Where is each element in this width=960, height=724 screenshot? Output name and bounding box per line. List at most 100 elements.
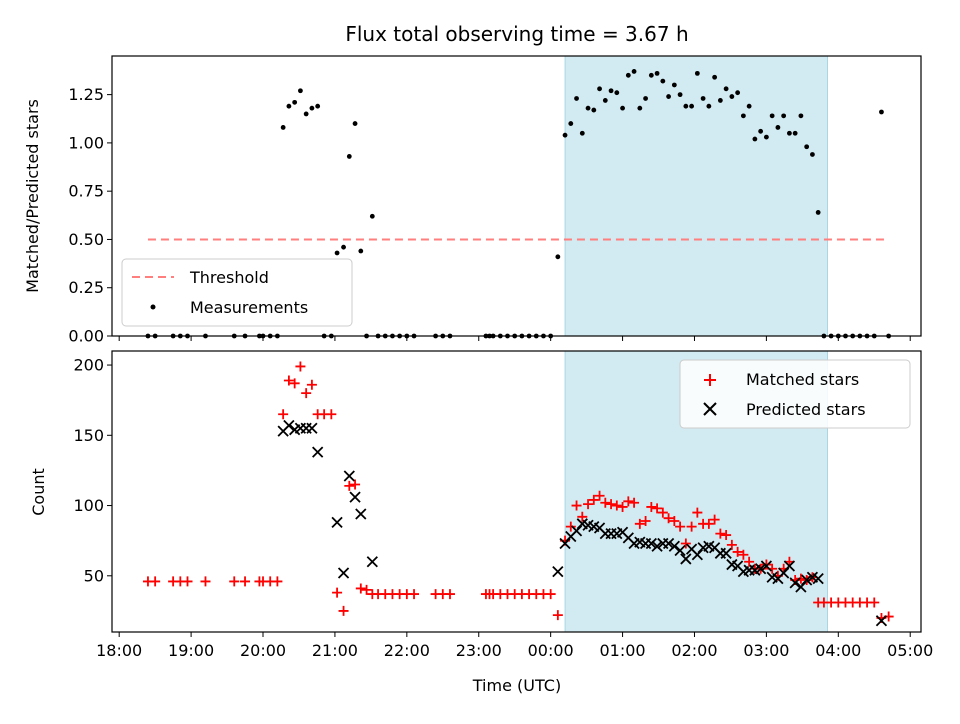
predicted-stars-point — [674, 544, 686, 557]
y-tick-label: 100 — [73, 496, 104, 515]
bottom-y-ticks: 50 100 150 200 — [73, 356, 112, 585]
matched-stars-point — [200, 576, 211, 587]
matched-stars-point — [444, 589, 455, 600]
x-tick-label: 23:00 — [456, 641, 502, 660]
measurement-point — [660, 78, 666, 84]
measurement-point — [810, 152, 815, 157]
matched-stars-point — [409, 589, 420, 600]
measurement-point — [729, 94, 735, 99]
matched-stars-point — [623, 496, 634, 507]
predicted-stars-point — [668, 540, 680, 552]
measurement-point — [315, 103, 321, 109]
predicted-stars-point — [651, 540, 663, 552]
x-tick-label: 02:00 — [671, 641, 717, 660]
measurement-point — [352, 121, 358, 126]
measurement-point — [608, 88, 614, 94]
predicted-stars-point — [755, 563, 767, 575]
predicted-stars-point — [645, 537, 657, 550]
measurement-point — [620, 105, 625, 111]
matched-stars-point — [869, 597, 880, 608]
matched-stars-point — [350, 479, 361, 490]
figure-title: Flux total observing time = 3.67 h — [345, 22, 688, 46]
measurement-point — [568, 121, 574, 126]
matched-stars-point — [583, 499, 594, 510]
measurement-point — [758, 128, 764, 134]
measurement-point — [303, 111, 309, 117]
measurement-point — [752, 136, 758, 142]
matched-stars-point — [182, 576, 193, 587]
top-legend: Threshold Measurements — [121, 258, 353, 327]
predicted-stars-point — [552, 565, 564, 578]
x-tick-label: 00:00 — [528, 641, 574, 660]
measurement-point — [579, 130, 585, 136]
measurement-point — [562, 132, 568, 138]
matched-stars-point — [634, 518, 645, 529]
measurement-point — [280, 125, 286, 130]
matched-stars-point — [278, 409, 289, 420]
matched-stars-point — [326, 409, 337, 420]
matched-stars-point — [703, 518, 714, 529]
matched-stars-point — [240, 576, 251, 587]
matched-stars-point — [295, 361, 306, 372]
predicted-stars-point — [331, 516, 343, 529]
bottom-axes-frame — [111, 350, 922, 633]
measurement-point — [792, 130, 798, 136]
matched-stars-point — [577, 511, 588, 522]
measurement-point — [804, 144, 810, 150]
matched-stars-point — [594, 490, 605, 501]
measurement-point — [309, 105, 315, 111]
measurement-point — [602, 98, 608, 103]
x-tick-label: 18:00 — [96, 641, 142, 660]
matched-stars-point — [150, 576, 161, 587]
measurement-point — [555, 254, 561, 260]
bottom-x-ticks: 18:00 19:00 20:00 21:00 22:00 23:00 00:00 01:00… — [96, 632, 933, 660]
x-tick-label: 20:00 — [240, 641, 286, 660]
bottom-y-axis-label: Count — [29, 468, 48, 516]
matched-stars-point — [229, 576, 240, 587]
measurements-legend-swatch — [150, 304, 156, 310]
predicted-stars-legend-label: Predicted stars — [746, 400, 866, 419]
measurement-point — [735, 90, 741, 96]
predicted-stars-point — [801, 574, 813, 586]
y-tick-label: 0.00 — [68, 327, 104, 346]
measurement-point — [746, 103, 752, 109]
predicted-stars-point — [875, 615, 888, 627]
bottom-legend: Matched stars Predicted stars — [679, 359, 911, 429]
measurement-point — [648, 72, 654, 78]
matched-stars-point — [306, 379, 317, 390]
predicted-stars-points — [277, 419, 888, 627]
measurement-point — [879, 109, 884, 115]
predicted-stars-point — [366, 556, 378, 568]
top-shaded-interval — [564, 55, 828, 337]
measurement-point — [787, 130, 792, 136]
measurement-point — [815, 210, 821, 215]
y-tick-label: 1.25 — [68, 85, 104, 104]
bottom-legend-box — [679, 359, 911, 429]
top-y-ticks: 0.00 0.25 0.50 0.75 1.00 1.25 — [68, 85, 112, 346]
predicted-stars-point — [812, 572, 824, 585]
matched-stars-point — [646, 501, 657, 512]
predicted-stars-point — [349, 491, 361, 503]
measurement-point — [798, 113, 804, 119]
measurement-point — [286, 103, 292, 109]
measurement-point — [706, 103, 712, 109]
measurements-legend-label: Measurements — [190, 298, 308, 317]
x-tick-label: 04:00 — [815, 641, 861, 660]
predicted-stars-point — [337, 567, 350, 579]
matched-stars-legend-label: Matched stars — [746, 370, 859, 389]
predicted-stars-point — [783, 560, 796, 572]
measurement-point — [666, 94, 671, 99]
measurement-point — [574, 96, 579, 101]
measurement-point — [712, 74, 718, 80]
matched-stars-point — [761, 559, 772, 570]
y-tick-label: 150 — [73, 426, 104, 445]
matched-stars-point — [709, 514, 720, 525]
matched-stars-point — [680, 538, 691, 549]
matched-stars-point — [732, 546, 743, 557]
measurement-point — [694, 70, 700, 76]
matched-stars-point — [611, 500, 622, 511]
matched-stars-point — [669, 516, 680, 527]
predicted-stars-point — [355, 508, 367, 520]
